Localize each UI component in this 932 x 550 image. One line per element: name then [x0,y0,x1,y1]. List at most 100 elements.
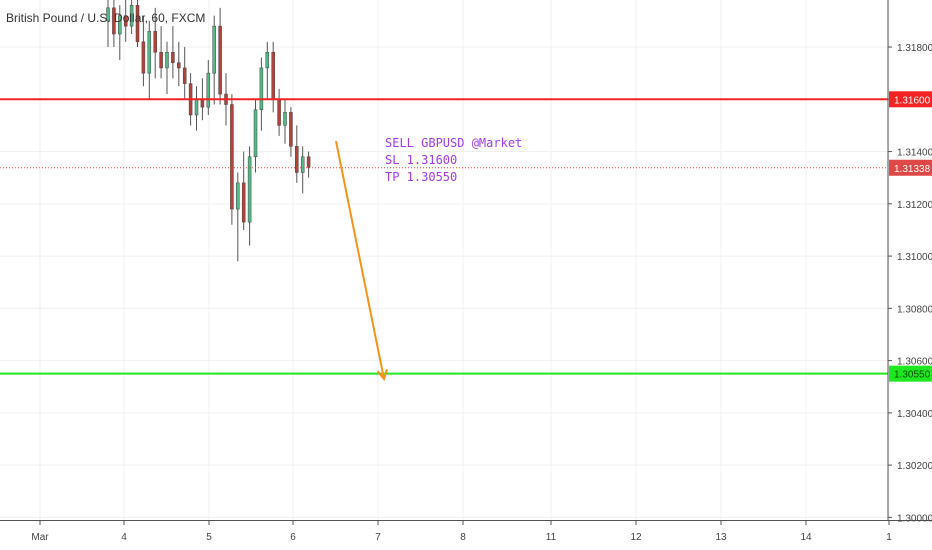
candle [212,15,216,105]
candle [129,0,134,34]
take-profit-price-label: 1.30550 [894,370,931,381]
candle-body [253,109,258,158]
take-profit-price-tag: 1.30550 [889,365,932,382]
candle [177,41,181,87]
candle-body [118,15,122,35]
candle [159,26,163,79]
candle [295,125,299,183]
candle-layer [106,0,311,262]
candle [135,0,140,48]
price-tick-label: 1.30200 [897,461,932,472]
time-tick-label: 14 [800,532,812,543]
candle-body [295,146,299,173]
candle-body [171,52,175,63]
candle-body [300,156,305,173]
candle [259,57,264,131]
candle-body [106,7,110,22]
arrow-head [376,369,388,381]
annotation-line-3[interactable]: TP 1.30550 [385,170,457,184]
candle-body [159,52,163,69]
candle-body [277,99,281,126]
candle [247,146,252,246]
candle [123,0,128,42]
candle [277,88,281,136]
candle [106,0,110,48]
sell-arrow[interactable] [335,140,388,381]
candle [182,47,187,100]
time-tick-label: 8 [460,532,466,543]
candle-body [206,72,211,108]
price-tick-label: 1.31200 [897,200,932,211]
price-tick-label: 1.30800 [897,304,932,315]
current-price-label: 1.31338 [894,164,931,175]
candle-body [259,67,264,110]
price-tick-label: 1.30600 [897,357,932,368]
candle [153,7,157,79]
candle [141,15,146,87]
chart-title: British Pound / U.S. Dollar, 60, FXCM [6,11,205,25]
time-tick-label: 6 [290,532,296,543]
candle [171,26,175,79]
candle-body [265,52,270,69]
candle-body [241,182,246,223]
price-tick-label: 1.31800 [897,43,932,54]
time-axis[interactable]: Mar 4 5 6 7 8 11 12 13 14 1 [31,520,892,543]
time-tick-label: 1 [886,532,892,543]
candle-body [271,52,275,100]
time-tick-label: Mar [31,532,49,543]
candle-body [141,41,146,74]
candle-body [147,31,152,74]
time-tick-label: 4 [121,532,127,543]
price-tick-label: 1.31400 [897,148,932,159]
candle-body [177,62,181,69]
candle-body [194,99,199,116]
candle [306,151,311,178]
candle-body [135,4,140,43]
candle-body [306,156,311,168]
price-tick-label: 1.31000 [897,252,932,263]
time-tick-label: 5 [206,532,212,543]
arrow-shaft [335,140,385,380]
candle [206,60,211,115]
candle [253,99,258,173]
price-axis[interactable]: 1.31800 1.31600 1.31400 1.31200 1.31000 1.308… [888,43,932,524]
current-price-tag: 1.31338 [889,159,932,176]
annotation-line-1[interactable]: SELL GBPUSD @Market [385,136,522,150]
candle-body [129,4,134,27]
time-tick-label: 7 [375,532,381,543]
annotation-line-2[interactable]: SL 1.31600 [385,153,457,167]
candle [241,151,246,230]
candle-body [218,25,222,95]
candle-body [230,104,234,210]
candle [236,172,240,262]
candle [147,20,152,100]
candle [218,7,222,105]
candle [265,41,270,100]
grid-layer [0,0,890,520]
candle-body [212,25,216,74]
candle [230,94,234,225]
candle-body [289,112,293,147]
candle-body [153,31,157,53]
candle-body [112,7,116,35]
price-tick-label: 1.30000 [897,513,932,524]
time-tick-label: 11 [546,532,557,543]
stop-loss-price-label: 1.31600 [894,95,931,106]
candle [300,146,305,194]
candle [271,41,275,113]
time-tick-label: 13 [715,532,727,543]
candle [112,0,116,48]
candle [194,86,199,131]
candle [118,5,122,61]
candle-body [200,99,205,108]
candle [165,41,169,95]
stop-loss-price-tag: 1.31600 [889,91,932,108]
candle-body [247,156,252,223]
candle-body [123,15,128,27]
price-tick-label: 1.30400 [897,409,932,420]
horizontal-lines-layer [0,98,888,375]
candle-body [236,182,240,210]
candle-body [182,67,187,84]
candle [289,107,293,157]
